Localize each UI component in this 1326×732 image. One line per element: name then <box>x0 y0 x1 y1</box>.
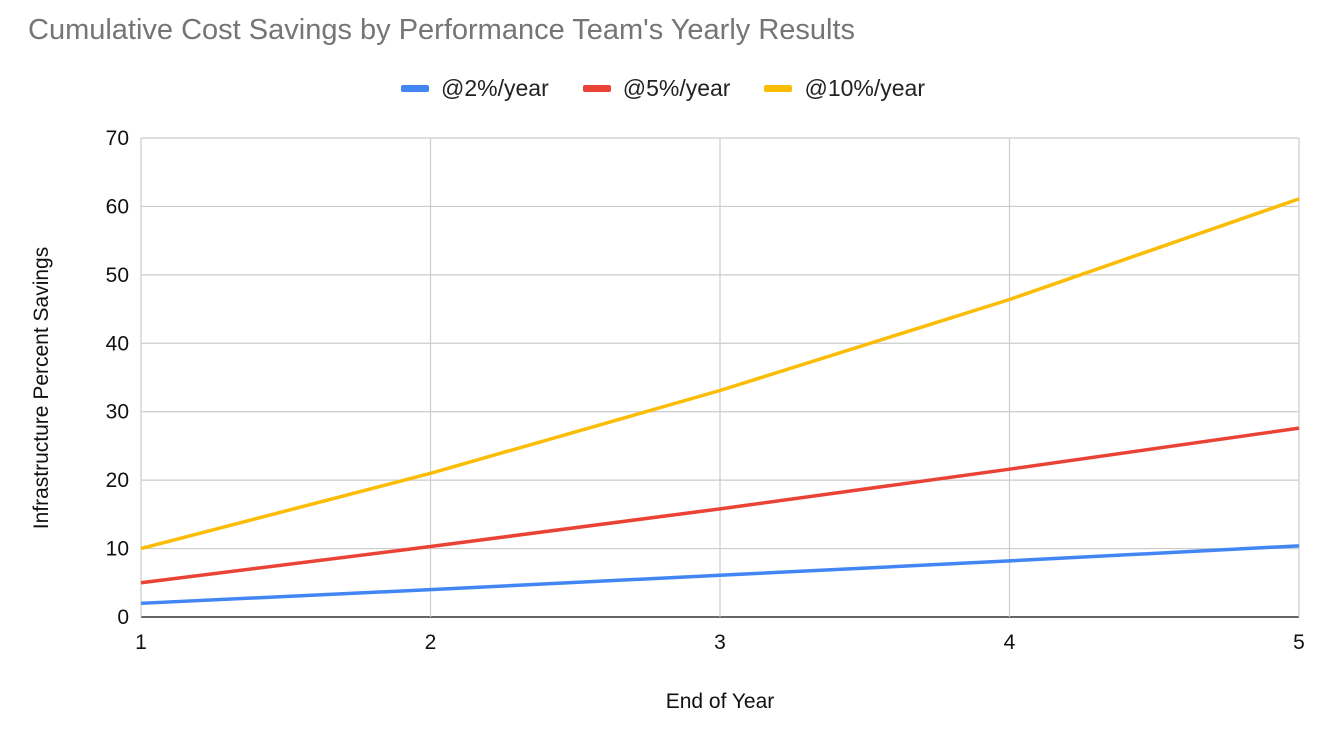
legend-item-10pct[interactable]: @10%/year <box>764 75 925 102</box>
y-tick-label: 30 <box>106 401 129 424</box>
series-line-1[interactable] <box>140 426 1300 585</box>
y-tick-label: 60 <box>106 195 129 218</box>
y-axis-title: Infrastructure Percent Savings <box>30 247 53 529</box>
tick-labels: 0 10 20 30 40 50 60 70 1 2 3 4 5 <box>106 127 1305 654</box>
y-tick-label: 0 <box>117 606 129 629</box>
y-tick-label: 40 <box>106 332 129 355</box>
x-tick-label: 3 <box>714 631 726 654</box>
x-tick-label: 1 <box>135 631 147 654</box>
legend-label-2pct: @2%/year <box>441 74 549 101</box>
y-tick-label: 10 <box>106 538 129 561</box>
legend-swatch-2pct <box>401 84 429 92</box>
gridlines <box>140 137 1300 618</box>
legend-label-10pct: @10%/year <box>804 74 925 101</box>
legend: @2%/year @5%/year @10%/year <box>0 72 1326 104</box>
y-tick-label: 70 <box>106 127 129 150</box>
x-tick-label: 2 <box>425 631 437 654</box>
x-tick-label: 5 <box>1293 631 1305 654</box>
y-tick-label: 50 <box>106 264 129 287</box>
legend-swatch-10pct <box>764 84 793 92</box>
series-line-0[interactable] <box>140 544 1300 606</box>
x-axis-title: End of Year <box>666 690 775 713</box>
legend-item-2pct[interactable]: @2%/year <box>401 75 549 102</box>
y-tick-label: 20 <box>106 469 129 492</box>
chart-title: Cumulative Cost Savings by Performance T… <box>28 14 856 46</box>
legend-label-5pct: @5%/year <box>622 74 731 101</box>
series-lines <box>140 197 1300 606</box>
legend-item-5pct[interactable]: @5%/year <box>582 74 731 102</box>
series-line-2[interactable] <box>140 197 1300 551</box>
legend-swatch-5pct <box>582 84 611 92</box>
x-tick-label: 4 <box>1004 631 1016 654</box>
